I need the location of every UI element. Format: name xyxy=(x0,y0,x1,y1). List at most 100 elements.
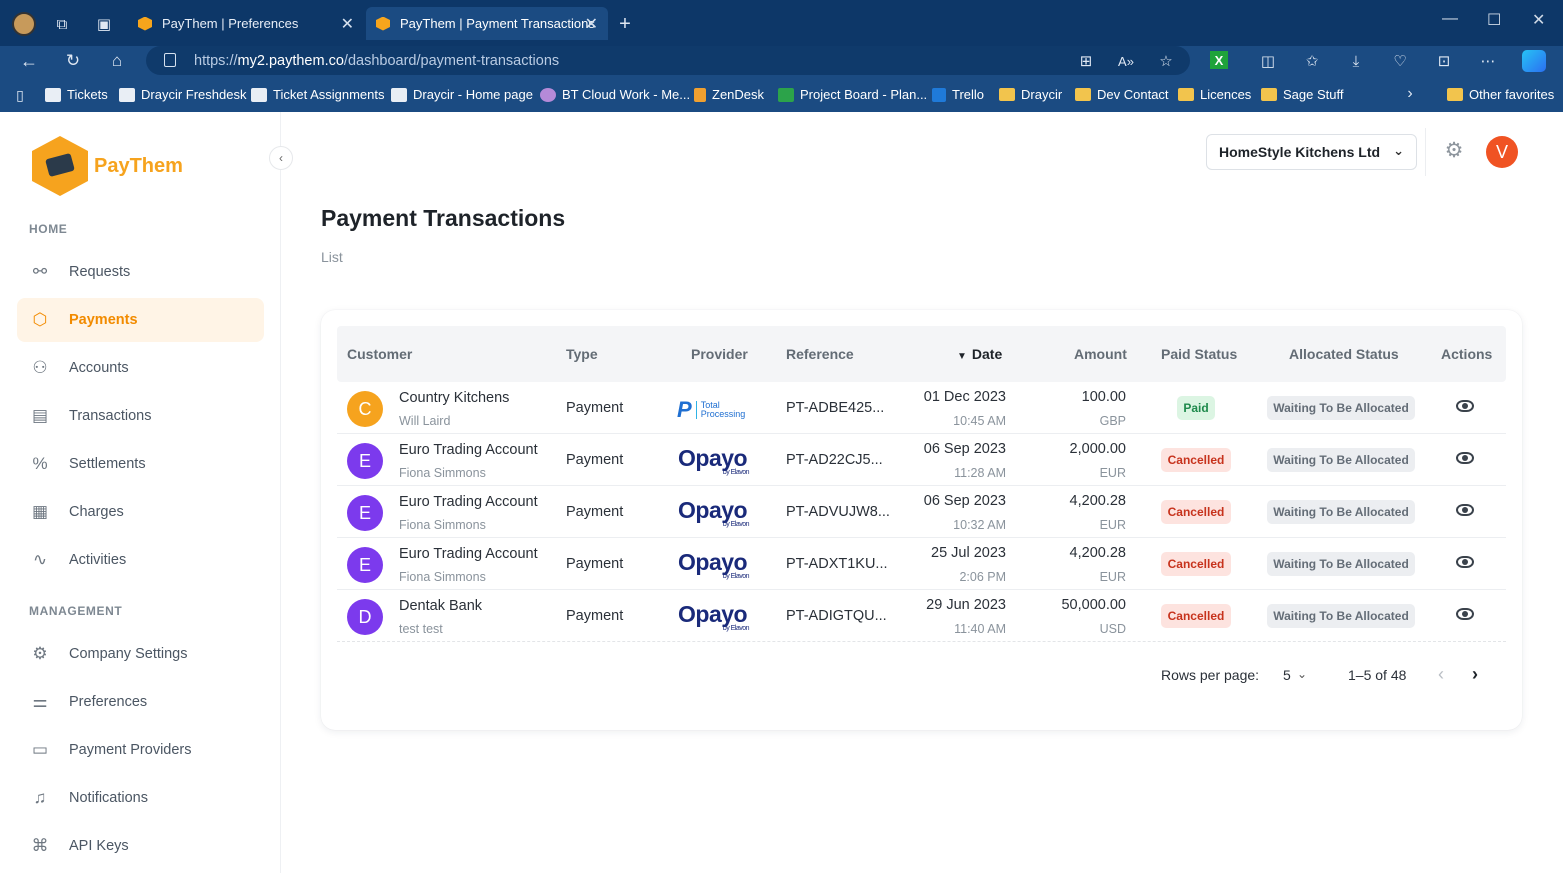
url-field[interactable]: https://my2.paythem.co/dashboard/payment… xyxy=(146,46,1190,75)
sidebar-item-api-keys[interactable]: ⌘ API Keys xyxy=(17,824,264,868)
sidebar-item-company-settings[interactable]: ⚙ Company Settings xyxy=(17,632,264,676)
settings-gear-icon[interactable]: ⚙ xyxy=(1444,139,1464,162)
previous-page-button[interactable]: ‹ xyxy=(1438,664,1444,684)
tab-preferences[interactable]: PayThem | Preferences ✕ xyxy=(128,7,364,40)
bookmark-draycir-home[interactable]: Draycir - Home page xyxy=(391,87,533,102)
column-header-type[interactable]: Type xyxy=(566,346,598,362)
folder-icon xyxy=(1178,88,1194,101)
close-tab-icon[interactable]: ✕ xyxy=(340,15,354,33)
sidebar-item-payment-providers[interactable]: ▭ Payment Providers xyxy=(17,728,264,772)
view-eye-icon[interactable] xyxy=(1456,556,1474,568)
sidebar-item-notifications[interactable]: ♫ Notifications xyxy=(17,776,264,820)
date-cell: 06 Sep 2023 xyxy=(923,441,1006,457)
customer-contact: Fiona Simmons xyxy=(399,518,486,532)
bookmark-trello[interactable]: Trello xyxy=(932,87,984,102)
view-eye-icon[interactable] xyxy=(1456,608,1474,620)
section-label-home: HOME xyxy=(29,222,68,236)
collapse-sidebar-button[interactable]: ‹ xyxy=(269,146,293,170)
browser-profile-avatar[interactable] xyxy=(12,12,36,36)
bookmark-label: Ticket Assignments xyxy=(273,87,385,102)
excel-extension-icon[interactable]: X xyxy=(1210,51,1228,69)
bookmark-folder-draycir[interactable]: Draycir xyxy=(999,87,1062,102)
sidebar-item-transactions[interactable]: ▤ Transactions xyxy=(17,394,264,438)
table-row[interactable]: E Euro Trading Account Fiona Simmons Pay… xyxy=(337,434,1506,486)
chevron-down-icon[interactable]: ⌄ xyxy=(1297,667,1308,681)
table-row[interactable]: E Euro Trading Account Fiona Simmons Pay… xyxy=(337,486,1506,538)
column-header-allocated-status[interactable]: Allocated Status xyxy=(1289,346,1399,362)
sidebar-item-activities[interactable]: ∿ Activities xyxy=(17,538,264,582)
workspaces-icon[interactable]: ⧉ xyxy=(56,15,68,33)
reference-cell: PT-ADIGTQU... xyxy=(786,608,887,624)
bookmark-project-board[interactable]: Project Board - Plan... xyxy=(778,87,927,102)
column-header-amount[interactable]: Amount xyxy=(1074,346,1127,362)
sidebar-item-label: Charges xyxy=(69,504,124,520)
url-host: my2.paythem.co xyxy=(237,52,344,69)
window-close-icon[interactable]: ✕ xyxy=(1532,12,1546,29)
sidebar-item-preferences[interactable]: ⚌ Preferences xyxy=(17,680,264,724)
view-eye-icon[interactable] xyxy=(1456,504,1474,516)
brand-logo[interactable]: PayThem xyxy=(32,136,183,196)
next-page-button[interactable]: › xyxy=(1472,664,1478,684)
chevron-right-icon[interactable]: › xyxy=(1407,85,1413,102)
logo-wordmark: Opayo xyxy=(678,445,748,471)
home-icon[interactable]: ⌂ xyxy=(111,51,123,70)
screenshot-icon[interactable]: ⊡ xyxy=(1437,53,1451,70)
sidebar-item-label: API Keys xyxy=(69,838,129,854)
customer-name: Dentak Bank xyxy=(399,598,483,614)
company-selector[interactable]: HomeStyle Kitchens Ltd ⌄ xyxy=(1206,134,1417,170)
tab-payment-transactions[interactable]: PayThem | Payment Transactions ✕ xyxy=(366,7,608,40)
downloads-icon[interactable]: ⤓ xyxy=(1352,52,1360,70)
column-header-provider[interactable]: Provider xyxy=(691,346,748,362)
view-eye-icon[interactable] xyxy=(1456,452,1474,464)
refresh-icon[interactable]: ↻ xyxy=(65,51,81,70)
link-icon: ⚯ xyxy=(32,262,48,281)
bookmark-draycir-freshdesk[interactable]: Draycir Freshdesk xyxy=(119,87,246,102)
bookmark-other-favorites[interactable]: Other favorites xyxy=(1447,87,1554,102)
user-avatar[interactable]: V xyxy=(1486,136,1518,168)
bookmark-zendesk[interactable]: ZenDesk xyxy=(694,87,764,102)
back-icon[interactable]: ← xyxy=(20,50,38,71)
column-header-reference[interactable]: Reference xyxy=(786,346,854,362)
sidebar-item-settlements[interactable]: % Settlements xyxy=(17,442,264,486)
bookmark-folder-dev-contact[interactable]: Dev Contact xyxy=(1075,87,1169,102)
sidebar-item-charges[interactable]: ▦ Charges xyxy=(17,490,264,534)
date-cell: 25 Jul 2023 xyxy=(931,545,1006,561)
maximize-icon[interactable]: ☐ xyxy=(1487,12,1502,29)
bookmark-folder-licences[interactable]: Licences xyxy=(1178,87,1251,102)
bookmark-label: Trello xyxy=(952,87,985,102)
status-badge-cancelled: Cancelled xyxy=(1161,448,1231,472)
amount-cell: 2,000.00 xyxy=(1069,441,1126,457)
column-header-date[interactable]: ▼ Date xyxy=(957,346,1002,362)
column-header-customer[interactable]: Customer xyxy=(347,346,413,362)
bookmark-folder-sage-stuff[interactable]: Sage Stuff xyxy=(1261,87,1343,102)
read-aloud-icon[interactable]: A» xyxy=(1118,53,1134,69)
table-row[interactable]: C Country Kitchens Will Laird Payment P … xyxy=(337,382,1506,434)
minimize-icon[interactable]: — xyxy=(1442,10,1458,27)
rows-per-page-select[interactable]: 5 xyxy=(1283,667,1291,683)
tab-actions-icon[interactable]: ▣ xyxy=(96,16,112,33)
table-header xyxy=(337,326,1506,382)
table-row[interactable]: E Euro Trading Account Fiona Simmons Pay… xyxy=(337,538,1506,590)
reference-cell: PT-AD22CJ5... xyxy=(786,452,883,468)
apps-icon[interactable]: ⊞ xyxy=(1079,53,1093,70)
browser-essentials-icon[interactable]: ♡ xyxy=(1393,53,1407,70)
sidebar-item-label: Activities xyxy=(69,552,127,568)
receipt-icon: ▤ xyxy=(31,406,49,425)
sidebar-item-payments[interactable]: ⬡ Payments xyxy=(17,298,264,342)
sidebar-item-requests[interactable]: ⚯ Requests xyxy=(17,250,264,294)
bookmark-ticket-assignments[interactable]: Ticket Assignments xyxy=(251,87,385,102)
column-header-paid-status[interactable]: Paid Status xyxy=(1161,346,1238,362)
view-eye-icon[interactable] xyxy=(1456,400,1474,412)
table-row[interactable]: D Dentak Bank test test Payment Opayo by … xyxy=(337,590,1506,642)
favorite-star-icon[interactable]: ☆ xyxy=(1159,53,1173,70)
bookmark-bt-cloud-work[interactable]: BT Cloud Work - Me... xyxy=(540,87,690,102)
sidebar-item-accounts[interactable]: ⚇ Accounts xyxy=(17,346,264,390)
favorites-icon[interactable]: ✩ xyxy=(1305,53,1319,70)
close-tab-icon[interactable]: ✕ xyxy=(584,15,598,33)
bookmark-tickets[interactable]: Tickets xyxy=(45,87,108,102)
logo-wordmark: Opayo xyxy=(678,601,748,627)
split-screen-icon[interactable]: ◫ xyxy=(1260,53,1276,70)
more-menu-icon[interactable]: ⋯ xyxy=(1480,53,1496,70)
copilot-icon[interactable] xyxy=(1522,50,1546,72)
new-tab-icon[interactable]: + xyxy=(619,12,631,35)
